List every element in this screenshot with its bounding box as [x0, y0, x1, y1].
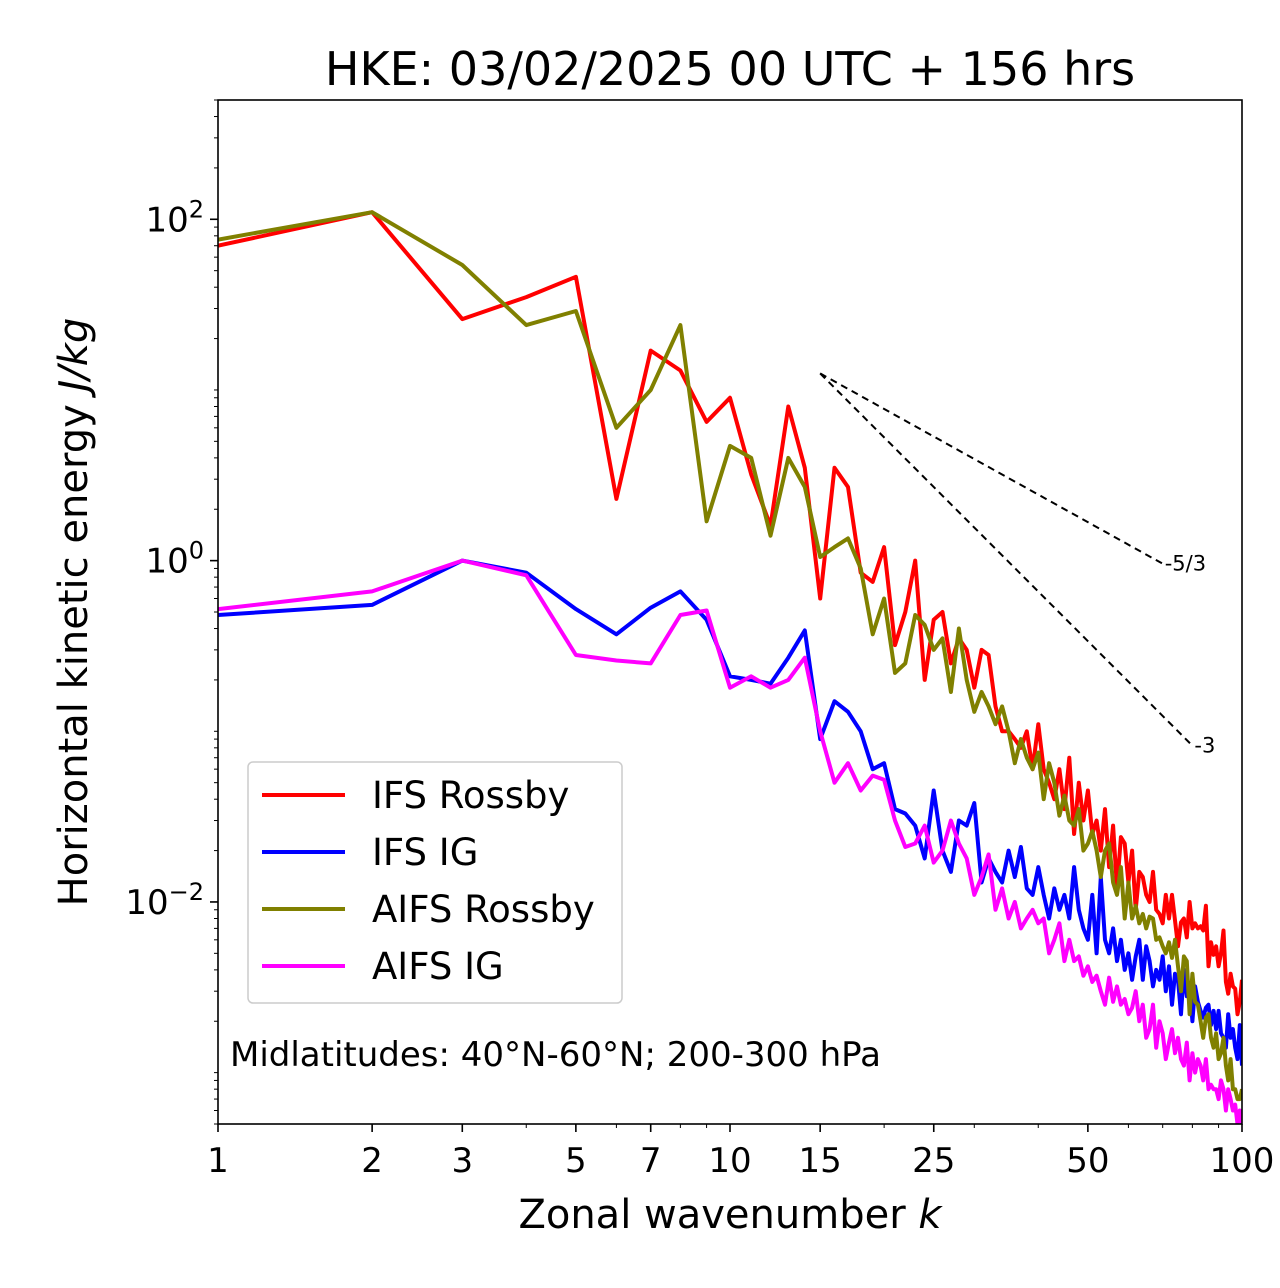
x-tick-label: 15 — [799, 1141, 842, 1181]
legend-label-ifs-ig: IFS IG — [372, 831, 478, 874]
series-line-aifs-ig — [218, 558, 1242, 1124]
x-tick-label: 7 — [640, 1141, 662, 1181]
slope-label: -3 — [1194, 734, 1215, 758]
legend-entry-aifs-ig: AIFS IG — [262, 945, 504, 988]
legend-entry-ifs-ig: IFS IG — [262, 831, 478, 874]
x-tick-label: 25 — [912, 1141, 955, 1181]
y-tick-label: 100 — [145, 537, 204, 582]
x-tick-label: 10 — [708, 1141, 751, 1181]
legend: IFS Rossby IFS IG AIFS Rossby AIFS IG — [247, 761, 623, 1004]
slope-label: -5/3 — [1165, 552, 1206, 576]
x-tick-label: 3 — [451, 1141, 473, 1181]
series-line-ifs-rossby — [218, 210, 1242, 1017]
slope-line — [819, 372, 1164, 565]
x-tick-label: 1 — [207, 1141, 229, 1181]
legend-label-ifs-rossby: IFS Rossby — [372, 774, 569, 817]
axis-ticks: 1 2 3 5 7 10 15 25 50 100 102 100 10−2 — [125, 99, 1275, 1181]
x-tick-label: 2 — [361, 1141, 383, 1181]
plot-area: 1 2 3 5 7 10 15 25 50 100 102 100 10−2 -5/3 -3 — [125, 99, 1275, 1181]
legend-entry-ifs-rossby: IFS Rossby — [262, 774, 569, 817]
legend-label-aifs-rossby: AIFS Rossby — [372, 888, 595, 931]
series-lines — [218, 210, 1242, 1124]
chart-title: HKE: 03/02/2025 00 UTC + 156 hrs — [325, 42, 1135, 96]
series-line-aifs-rossby — [218, 210, 1242, 1102]
legend-frame — [247, 761, 623, 1004]
legend-label-aifs-ig: AIFS IG — [372, 945, 504, 988]
plot-frame — [217, 99, 1243, 1125]
x-tick-label: 50 — [1066, 1141, 1109, 1181]
region-annotation: Midlatitudes: 40°N-60°N; 200-300 hPa — [230, 1035, 881, 1075]
x-tick-label: 5 — [565, 1141, 587, 1181]
slope-line — [819, 372, 1194, 747]
legend-entry-aifs-rossby: AIFS Rossby — [262, 888, 595, 931]
y-tick-label: 102 — [145, 195, 204, 240]
x-tick-label: 100 — [1210, 1141, 1275, 1181]
x-axis-label: Zonal wavenumber k — [518, 1192, 943, 1238]
y-axis-label: Horizontal kinetic energy J/kg — [51, 318, 97, 907]
y-tick-label: 10−2 — [125, 878, 204, 923]
slope-reference-lines: -5/3 -3 — [819, 372, 1215, 758]
series-line-ifs-ig — [218, 558, 1242, 1066]
